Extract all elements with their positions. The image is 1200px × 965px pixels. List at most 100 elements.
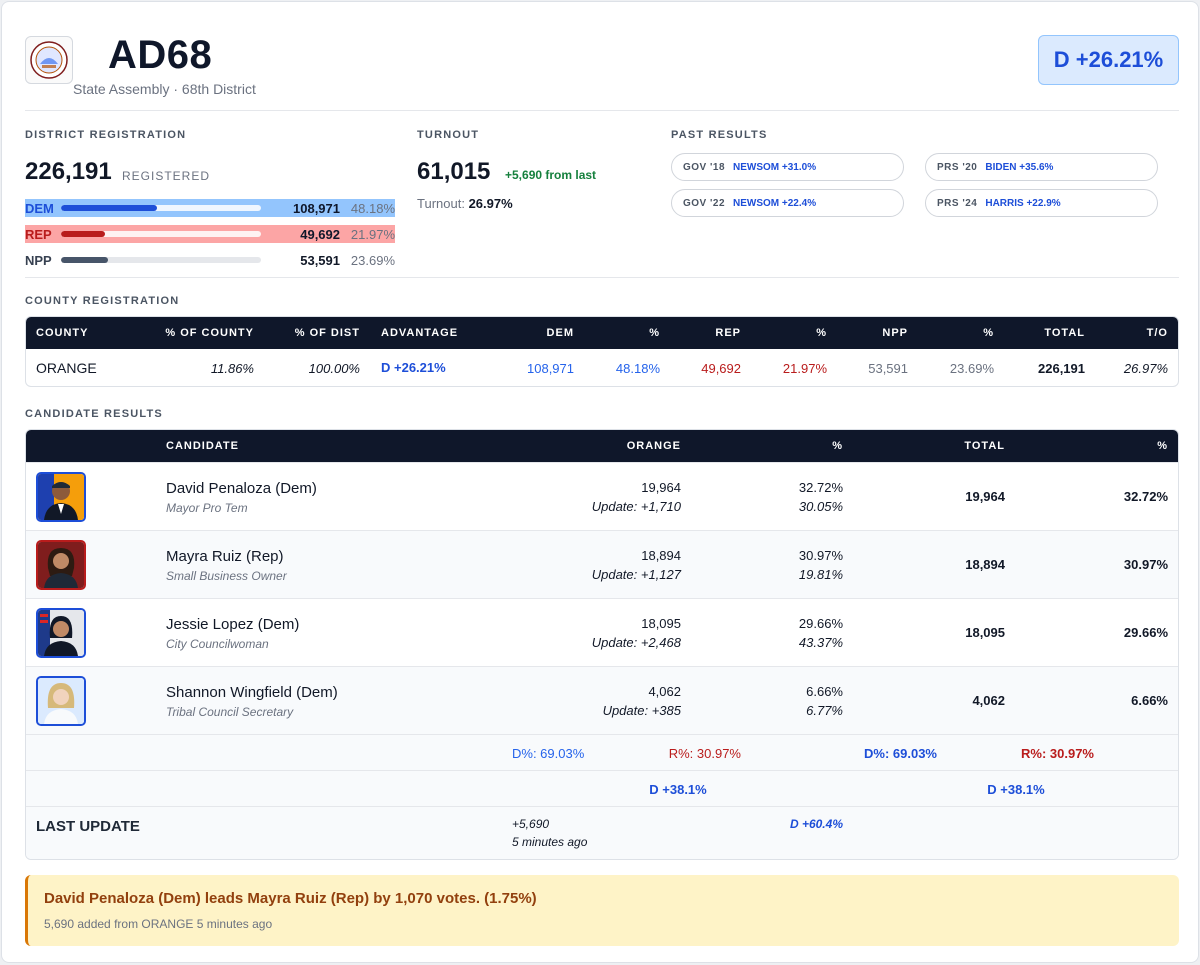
npp-count: 53,591 (868, 361, 908, 376)
party-label: NPP (25, 252, 52, 268)
column-header: COUNTY (36, 327, 89, 339)
alert-headline: David Penaloza (Dem) leads Mayra Ruiz (R… (44, 890, 537, 907)
rep-count: 49,692 (701, 361, 741, 376)
advantage-badge: D +26.21% (1038, 35, 1179, 85)
candidate-name: Mayra Ruiz (Rep) (166, 548, 284, 565)
column-header: CANDIDATE (166, 440, 239, 452)
county-pct: 30.97% (798, 548, 843, 563)
past-result-pill[interactable]: GOV '22 NEWSOM +22.4% (671, 189, 904, 217)
county-update: Update: +1,710 (591, 499, 681, 514)
past-result-race: GOV '18 (683, 161, 726, 173)
county-update: Update: +2,468 (591, 635, 681, 650)
column-header: % (983, 327, 994, 339)
candidate-avatar (36, 608, 86, 658)
candidate-avatar (36, 540, 86, 590)
party-value: 49,692 (300, 226, 340, 242)
county-update: Update: +1,127 (591, 567, 681, 582)
total-dem-share: D%: 69.03% (864, 746, 937, 761)
past-result-value: NEWSOM +22.4% (733, 197, 817, 209)
table-row: ORANGE 11.86% 100.00% D +26.21% 108,971 … (26, 349, 1178, 386)
dem-pct: 48.18% (615, 361, 660, 376)
column-header: % OF COUNTY (165, 327, 254, 339)
party-row-npp: NPP 53,591 23.69% (25, 251, 395, 269)
county-votes: 19,964 (641, 480, 681, 495)
turnout-delta: +5,690 from last (505, 168, 597, 182)
candidate-results-label: CANDIDATE RESULTS (25, 408, 163, 420)
county-advantage: D +26.21% (381, 360, 446, 375)
total-votes: 18,095 (965, 625, 1005, 640)
summary-share-row: D%: 69.03% R%: 30.97% D%: 69.03% R%: 30.… (26, 734, 1178, 770)
candidate-avatar (36, 472, 86, 522)
table-header: COUNTY % OF COUNTY % OF DIST ADVANTAGE D… (26, 317, 1178, 349)
turnout-pct: 26.97% (1123, 361, 1168, 376)
candidate-row[interactable]: Mayra Ruiz (Rep) Small Business Owner 18… (26, 530, 1178, 598)
party-bar (61, 231, 261, 237)
column-header: NPP (882, 327, 908, 339)
last-update-row: LAST UPDATE +5,690 5 minutes ago D +60.4… (26, 806, 1178, 859)
candidate-results-table: CANDIDATE ORANGE % TOTAL % David Penaloz… (25, 429, 1179, 860)
party-pct: 21.97% (350, 226, 395, 242)
candidate-title: Small Business Owner (166, 569, 287, 583)
candidate-name: David Penaloza (Dem) (166, 480, 317, 497)
county-pct: 29.66% (798, 616, 843, 631)
registration-label: DISTRICT REGISTRATION (25, 129, 187, 141)
candidate-row[interactable]: Jessie Lopez (Dem) City Councilwoman 18,… (26, 598, 1178, 666)
divider (25, 277, 1179, 278)
candidate-row[interactable]: David Penaloza (Dem) Mayor Pro Tem 19,96… (26, 462, 1178, 530)
total-count: 226,191 (1038, 361, 1085, 376)
column-header: ORANGE (626, 440, 681, 452)
table-header: CANDIDATE ORANGE % TOTAL % (26, 430, 1178, 462)
total-pct: 6.66% (1131, 693, 1168, 708)
candidate-row[interactable]: Shannon Wingfield (Dem) Tribal Council S… (26, 666, 1178, 734)
county-registration-label: COUNTY REGISTRATION (25, 295, 180, 307)
turnout-rate-value: 26.97% (468, 196, 513, 211)
party-bar-fill (61, 231, 105, 237)
past-result-value: HARRIS +22.9% (985, 197, 1061, 209)
divider (25, 110, 1179, 111)
past-result-race: GOV '22 (683, 197, 726, 209)
party-label: DEM (25, 200, 54, 216)
county-pct: 32.72% (798, 480, 843, 495)
past-result-pill[interactable]: PRS '20 BIDEN +35.6% (925, 153, 1158, 181)
total-votes: 19,964 (965, 489, 1005, 504)
column-header: % (816, 327, 827, 339)
county-votes: 18,095 (641, 616, 681, 631)
candidate-title: Tribal Council Secretary (166, 705, 294, 719)
column-header: ADVANTAGE (381, 327, 459, 339)
party-bar (61, 257, 261, 263)
column-header: % (832, 440, 843, 452)
turnout-rate-label: Turnout: (417, 196, 465, 211)
candidate-name: Shannon Wingfield (Dem) (166, 684, 338, 701)
column-header: TOTAL (964, 440, 1005, 452)
turnout-label: TURNOUT (417, 129, 480, 141)
past-result-race: PRS '24 (937, 197, 978, 209)
summary-margin-row: D +38.1% D +38.1% (26, 770, 1178, 806)
total-pct: 32.72% (1123, 489, 1168, 504)
update-pct: 6.77% (806, 703, 843, 718)
column-header: TOTAL (1044, 327, 1085, 339)
party-row-dem: DEM 108,971 48.18% (25, 199, 395, 217)
county-votes: 4,062 (648, 684, 681, 699)
past-result-race: PRS '20 (937, 161, 978, 173)
rep-pct: 21.97% (782, 361, 827, 376)
pct-of-county: 11.86% (210, 361, 254, 376)
past-result-pill[interactable]: GOV '18 NEWSOM +31.0% (671, 153, 904, 181)
county-pct: 6.66% (806, 684, 843, 699)
column-header: T/O (1146, 327, 1168, 339)
past-result-value: NEWSOM +31.0% (733, 161, 817, 173)
party-pct: 48.18% (350, 200, 395, 216)
turnout-votes: 61,015 (417, 158, 491, 185)
last-update-votes: +5,690 (512, 817, 550, 831)
column-header: DEM (546, 327, 574, 339)
party-label: REP (25, 226, 52, 242)
total-votes: 4,062 (972, 693, 1005, 708)
total-votes: 18,894 (965, 557, 1005, 572)
column-header: % (649, 327, 660, 339)
last-update-label: LAST UPDATE (36, 818, 140, 835)
county-registration-table: COUNTY % OF COUNTY % OF DIST ADVANTAGE D… (25, 316, 1179, 387)
registration-total: 226,191 (25, 158, 112, 185)
past-result-pill[interactable]: PRS '24 HARRIS +22.9% (925, 189, 1158, 217)
npp-pct: 23.69% (949, 361, 994, 376)
district-code: AD68 (108, 33, 213, 77)
